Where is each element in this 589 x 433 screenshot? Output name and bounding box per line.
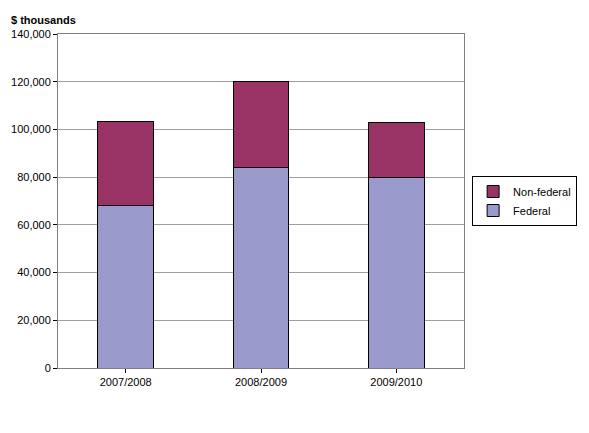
svg-text:Non-federal: Non-federal bbox=[513, 186, 570, 198]
svg-text:20,000: 20,000 bbox=[17, 314, 51, 326]
svg-text:40,000: 40,000 bbox=[17, 266, 51, 278]
svg-text:2008/2009: 2008/2009 bbox=[235, 376, 287, 388]
svg-text:120,000: 120,000 bbox=[11, 76, 51, 88]
svg-text:2007/2008: 2007/2008 bbox=[100, 376, 152, 388]
svg-text:$ thousands: $ thousands bbox=[11, 14, 76, 26]
svg-text:100,000: 100,000 bbox=[11, 123, 51, 135]
svg-text:80,000: 80,000 bbox=[17, 171, 51, 183]
svg-text:60,000: 60,000 bbox=[17, 219, 51, 231]
svg-text:Federal: Federal bbox=[513, 205, 550, 217]
svg-text:140,000: 140,000 bbox=[11, 28, 51, 40]
svg-text:2009/2010: 2009/2010 bbox=[370, 376, 422, 388]
svg-text:0: 0 bbox=[45, 362, 51, 374]
